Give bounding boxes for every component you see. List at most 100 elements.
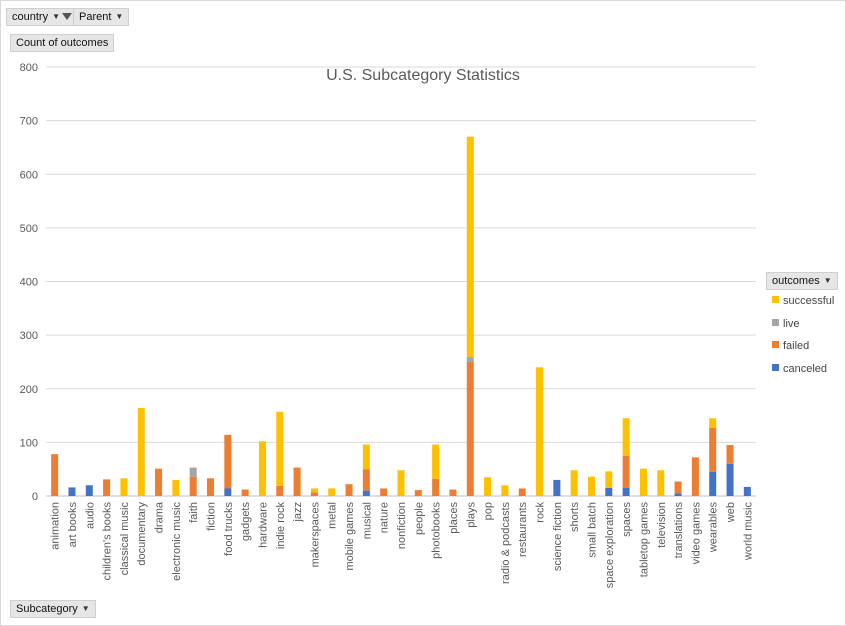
x-tick-label: documentary: [136, 502, 148, 566]
bar-successful: [310, 488, 318, 493]
bar-failed: [674, 481, 682, 494]
x-tick-label: faith: [188, 502, 200, 523]
bar-failed: [155, 468, 163, 496]
bar-failed: [362, 469, 370, 491]
bar-successful: [570, 470, 578, 496]
bar-canceled: [622, 487, 630, 496]
bar-successful: [258, 441, 266, 496]
bar-failed: [466, 361, 474, 496]
country-filter-button[interactable]: country ▼: [6, 8, 78, 26]
x-tick-label: nature: [379, 502, 391, 533]
x-tick-label: wearables: [708, 502, 720, 554]
x-tick-label: musical: [361, 502, 373, 539]
y-tick-label: 600: [20, 169, 38, 181]
outcomes-legend-button[interactable]: outcomes ▼: [766, 272, 838, 290]
bar-failed: [726, 445, 734, 464]
bar-failed: [449, 489, 457, 496]
values-field-button[interactable]: Count of outcomes: [10, 34, 115, 52]
y-tick-label: 800: [20, 62, 38, 74]
bar-canceled: [743, 486, 751, 496]
bar-canceled: [362, 490, 370, 496]
legend-swatch: [772, 319, 779, 326]
x-tick-label: metal: [327, 502, 339, 529]
bar-successful: [536, 367, 544, 496]
bar-successful: [466, 136, 474, 358]
legend-swatch: [772, 296, 779, 303]
x-tick-label: pop: [483, 502, 495, 520]
x-tick-label: mobile games: [344, 502, 356, 571]
legend-item-failed: failed: [772, 340, 809, 354]
x-tick-label: people: [413, 502, 425, 535]
x-tick-label: audio: [84, 502, 96, 529]
bar-failed: [691, 457, 699, 496]
bar-successful: [362, 444, 370, 470]
country-filter-label: country: [12, 11, 49, 23]
x-tick-label: tabletop games: [638, 502, 650, 578]
x-tick-label: small batch: [586, 502, 598, 558]
bar-successful: [328, 488, 336, 496]
x-tick-label: video games: [690, 502, 702, 565]
x-tick-label: photobooks: [431, 502, 443, 559]
bar-failed: [241, 489, 249, 496]
bar-successful: [622, 418, 630, 456]
x-tick-label: places: [448, 502, 460, 534]
chevron-down-icon: ▼: [115, 12, 124, 21]
parent-filter-button[interactable]: Parent ▼: [73, 8, 130, 26]
bar-canceled: [674, 493, 682, 496]
x-tick-label: shorts: [569, 502, 581, 532]
x-tick-label: classical music: [119, 502, 131, 576]
y-tick-label: 500: [20, 223, 38, 235]
bar-failed: [51, 454, 59, 496]
x-tick-label: food trucks: [223, 502, 235, 556]
bar-successful: [397, 470, 405, 496]
x-tick-label: animation: [50, 502, 62, 550]
chevron-down-icon: ▼: [81, 604, 90, 613]
bar-failed: [518, 488, 526, 496]
bar-live: [189, 467, 197, 477]
parent-filter-label: Parent: [79, 11, 112, 23]
bar-successful: [709, 418, 717, 428]
x-tick-label: children's books: [102, 502, 114, 581]
bar-canceled: [605, 487, 613, 496]
bar-successful: [587, 476, 595, 496]
y-tick-label: 300: [20, 330, 38, 342]
bar-failed: [345, 484, 353, 496]
legend-label: canceled: [783, 363, 828, 375]
bar-successful: [639, 468, 647, 496]
x-tick-label: art books: [67, 502, 79, 548]
legend-item-live: live: [772, 318, 800, 332]
bar-failed: [189, 476, 197, 496]
bar-canceled: [85, 485, 93, 496]
y-tick-label: 200: [20, 384, 38, 396]
x-tick-label: nonfiction: [396, 502, 408, 549]
bar-failed: [709, 427, 717, 472]
subcategory-field-label: Subcategory: [16, 603, 78, 615]
x-tick-label: jazz: [292, 502, 304, 523]
subcategory-field-button[interactable]: Subcategory ▼: [10, 600, 96, 618]
legend-title: outcomes: [772, 275, 820, 287]
legend-swatch: [772, 341, 779, 348]
bar-successful: [657, 470, 665, 496]
x-tick-label: rock: [535, 502, 547, 523]
x-tick-label: electronic music: [171, 502, 183, 581]
bar-failed: [380, 488, 388, 496]
legend-label: live: [783, 318, 800, 330]
bar-failed: [207, 478, 215, 496]
x-tick-label: spaces: [621, 502, 633, 537]
values-field-label: Count of outcomes: [16, 37, 109, 49]
x-tick-label: science fiction: [552, 502, 564, 571]
legend-label: failed: [783, 340, 810, 352]
x-tick-label: drama: [154, 501, 166, 533]
chevron-down-icon: ▼: [823, 276, 832, 285]
legend-item-successful: successful: [772, 295, 834, 309]
bar-successful: [432, 444, 440, 479]
chevron-down-icon: ▼: [52, 12, 60, 21]
bar-failed: [224, 434, 232, 489]
bar-successful: [276, 411, 284, 486]
legend-item-canceled: canceled: [772, 363, 827, 377]
bar-failed: [276, 485, 284, 496]
x-tick-label: television: [656, 502, 668, 548]
bar-live: [466, 357, 474, 362]
bar-canceled: [224, 488, 232, 496]
y-tick-label: 700: [20, 116, 38, 128]
